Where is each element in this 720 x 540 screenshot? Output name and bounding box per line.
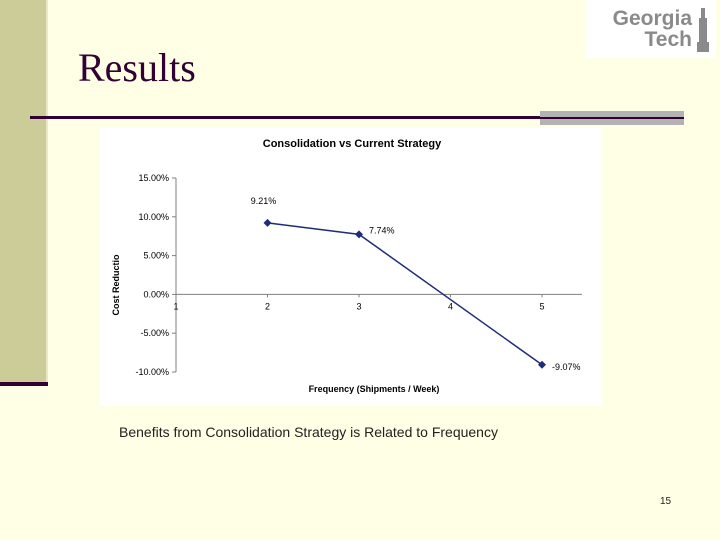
x-tick-label: 4	[448, 301, 453, 311]
y-tick-label: 15.00%	[138, 173, 169, 183]
x-axis-title: Frequency (Shipments / Week)	[309, 384, 440, 394]
logo-wordmark: Georgia Tech	[612, 7, 692, 51]
series-line	[267, 222, 543, 366]
x-tick-label: 1	[173, 301, 178, 311]
logo: Georgia Tech	[586, 0, 716, 58]
tower-icon	[697, 8, 709, 52]
data-label: 7.74%	[369, 225, 395, 235]
y-tick-label: 10.00%	[138, 212, 169, 222]
y-tick-label: 0.00%	[143, 289, 169, 299]
page-number: 15	[660, 496, 672, 507]
data-label: 9.21%	[251, 196, 277, 206]
data-point	[538, 360, 546, 369]
y-tick-label: -10.00%	[135, 367, 169, 377]
left-accent-bar	[0, 382, 48, 386]
data-point	[355, 230, 363, 239]
data-point	[263, 218, 272, 227]
title-rule-accent-line	[540, 117, 684, 119]
data-label: -9.07%	[552, 362, 581, 372]
y-axis-title: Cost Reductio	[111, 254, 121, 316]
x-tick-label: 2	[265, 301, 270, 311]
x-tick-label: 5	[539, 301, 544, 311]
left-sidebar-bar	[0, 0, 48, 384]
y-tick-label: 5.00%	[143, 251, 169, 261]
y-tick-label: -5.00%	[140, 328, 169, 338]
chart-title: Consolidation vs Current Strategy	[263, 138, 442, 150]
chart-area: Consolidation vs Current Strategy Cost R…	[100, 128, 602, 406]
x-tick-label: 3	[356, 301, 361, 311]
title-rule	[30, 116, 542, 119]
slide-title: Results	[78, 45, 196, 90]
line-chart: Consolidation vs Current Strategy Cost R…	[111, 138, 582, 394]
slide-caption: Benefits from Consolidation Strategy is …	[119, 424, 498, 440]
